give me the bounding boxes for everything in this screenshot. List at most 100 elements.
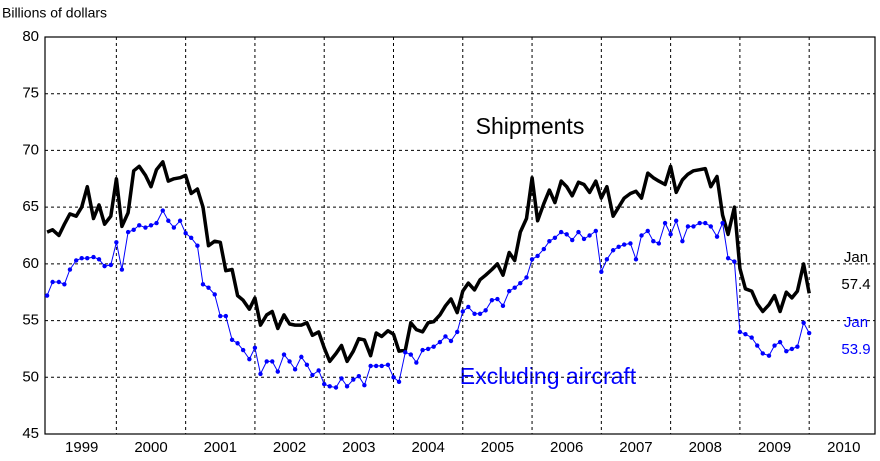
point [252,345,258,350]
point [223,313,229,319]
x-tick-label: 2009 [758,439,791,456]
point [420,347,425,353]
x-tick-label: 2008 [689,439,722,456]
point [327,384,332,389]
point [275,369,280,374]
x-tick-label: 2004 [411,439,444,456]
y-tick-label: 65 [22,198,39,215]
point [564,232,569,237]
point [119,267,125,272]
series-label: Excluding aircraft [460,363,637,389]
point [495,296,500,302]
x-tick-label: 2002 [273,439,306,456]
y-tick-label: 60 [22,255,39,272]
point [396,379,402,385]
y-axis-label: Billions of dollars [2,5,107,21]
point [322,381,327,387]
point [656,241,662,246]
point [784,348,789,354]
point [368,363,373,369]
point [292,367,298,372]
point [362,383,367,388]
point [344,384,350,389]
point [570,237,575,243]
point [500,303,506,309]
point [587,233,592,238]
point [356,373,362,379]
point [108,262,114,268]
point [604,257,610,262]
point [737,329,743,335]
point [408,352,414,357]
point [593,228,598,234]
point [373,363,379,369]
point [581,236,587,242]
point [772,343,777,348]
point [79,255,84,261]
line [46,210,810,388]
point [743,331,748,337]
point [524,275,529,280]
point [240,347,246,353]
y-tick-label: 55 [22,312,39,329]
point [801,320,806,326]
point [483,308,488,313]
x-tick-label: 2000 [134,439,167,456]
point [218,313,223,319]
point [229,337,235,343]
point [171,225,177,230]
point [529,257,535,262]
point [91,254,96,260]
point [56,279,62,285]
point [316,368,321,373]
point [610,248,616,253]
point [287,359,292,364]
point [448,338,454,344]
point [668,232,673,237]
point [725,255,731,261]
point [212,292,217,297]
point [258,371,263,377]
x-tick-label: 2001 [204,439,237,456]
point [166,218,171,223]
point [143,225,148,230]
point [558,229,564,235]
x-tick-label: 2005 [481,439,514,456]
point [431,344,436,349]
point [131,227,136,233]
point [177,218,183,223]
line [46,160,811,364]
point [200,282,206,287]
point [414,360,419,365]
point [160,208,165,213]
point [599,269,604,274]
x-tick-label: 1999 [65,439,98,456]
point [154,220,159,226]
point [85,255,90,261]
point [639,233,644,238]
point [616,244,621,250]
x-tick-label: 2003 [342,439,375,456]
point [379,363,384,369]
point [645,228,650,234]
point [148,223,154,228]
point [270,359,275,364]
point [680,238,685,244]
point [333,385,339,390]
point [789,346,795,352]
point [541,246,547,252]
point [633,257,639,262]
point [73,258,79,263]
point [50,279,55,285]
point [703,220,708,226]
point [62,282,67,287]
point [299,354,304,360]
point [691,224,696,229]
series-label: Shipments [476,113,585,139]
point [535,253,540,259]
point [281,352,287,357]
point [114,240,119,245]
x-tick-label: 2010 [827,439,860,456]
point [385,362,391,368]
